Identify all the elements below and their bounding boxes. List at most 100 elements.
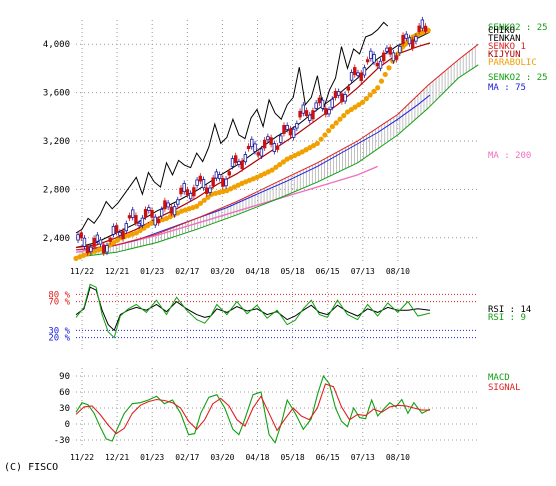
candle-body (221, 177, 225, 187)
legend-kijyun: KIJYUN (488, 50, 521, 60)
parabolic-dot (277, 161, 283, 168)
legend-senko1: SENKO 1 (488, 42, 526, 52)
candle-body (333, 90, 338, 99)
price-tick-label: 3,200 (43, 137, 70, 147)
parabolic-dot (145, 223, 151, 229)
candle-body (140, 217, 145, 226)
parabolic-dot (333, 120, 339, 126)
candle-body (398, 45, 402, 54)
candle-body (76, 234, 80, 241)
candle-body (288, 128, 293, 136)
candle-body (404, 33, 408, 39)
series-line-rsi14 (75, 286, 431, 332)
candle-body (253, 143, 257, 152)
candle-body (102, 244, 106, 254)
macd-tick-label: 30 (59, 404, 70, 414)
candle-body (192, 187, 196, 197)
candle-body (153, 216, 157, 226)
candle-body (324, 108, 328, 115)
legend-parabolic: PARABOLIC (488, 58, 537, 68)
parabolic-dot (133, 230, 139, 236)
price-tick-label: 2,800 (43, 185, 70, 195)
candle-body (365, 59, 370, 63)
candle-body (85, 246, 90, 254)
candle-body (188, 193, 193, 200)
price-tick-label: 2,400 (43, 234, 70, 244)
candle-body (217, 174, 222, 179)
series-line-senko1 (75, 43, 479, 251)
candle-body (298, 110, 302, 118)
parabolic-dot (310, 142, 317, 149)
legend-tenkan: TENKAN (488, 34, 521, 44)
candle-body (343, 94, 347, 102)
candle-body (359, 72, 363, 81)
candle-body (92, 237, 96, 247)
x-tick-label: 11/22 (70, 267, 94, 276)
candle-body (150, 209, 154, 218)
parabolic-dot (111, 240, 117, 246)
candle-body (262, 139, 267, 149)
candle-body (205, 187, 209, 195)
parabolic-dot (386, 65, 392, 71)
candle-body (295, 123, 299, 129)
series-line-rsi9 (75, 283, 431, 339)
legend-ma200: MA : 200 (488, 151, 531, 161)
candle-body (285, 125, 289, 130)
candle-body (269, 137, 273, 145)
parabolic-dot (378, 78, 385, 84)
x-tick-label: 04/18 (245, 453, 269, 462)
x-tick-label: 02/17 (175, 267, 199, 276)
candle-body (143, 209, 148, 218)
candle-body (214, 171, 219, 179)
legend-senko2_top: SENKO2 : 25 (488, 23, 548, 33)
x-tick-label: 01/23 (140, 453, 164, 462)
candle-body (246, 145, 251, 150)
candle-body (275, 145, 280, 150)
rsi-tick-label: 20 % (48, 334, 70, 344)
candle-body (304, 110, 309, 116)
candle-body (291, 128, 296, 138)
series-line-macd (75, 374, 431, 444)
parabolic-dot (318, 136, 324, 142)
parabolic-dot (352, 104, 358, 110)
candle-body (121, 230, 125, 240)
candle-body (227, 171, 231, 176)
candle-body (407, 37, 412, 45)
candle-body (176, 199, 180, 205)
legend-chiko: CHIKO (488, 26, 515, 36)
parabolic-dot (114, 237, 121, 243)
legend-ma75: MA : 75 (488, 83, 526, 93)
parabolic-dot (303, 147, 309, 153)
candle-body (353, 67, 357, 75)
parabolic-dot (314, 140, 320, 147)
candle-body (79, 232, 83, 239)
candle-body (414, 36, 418, 42)
candle-body (195, 179, 199, 186)
candle-body (118, 231, 122, 236)
x-tick-label: 04/18 (245, 267, 269, 276)
candle-body (111, 226, 116, 235)
candle-body (211, 177, 215, 187)
candle-body (375, 62, 380, 67)
rsi-tick-label: 30 % (48, 326, 70, 336)
candle-body (243, 154, 248, 163)
x-tick-label: 02/17 (175, 453, 199, 462)
candle-body (378, 60, 383, 69)
candle-body (314, 102, 318, 109)
candle-body (114, 225, 119, 233)
x-tick-label: 01/23 (140, 267, 164, 276)
candle-body (159, 209, 164, 217)
candle-body (201, 179, 206, 189)
x-tick-label: 08/10 (386, 453, 410, 462)
candle-body (182, 183, 186, 193)
candle-body (423, 25, 428, 32)
parabolic-dot (337, 116, 343, 122)
parabolic-dot (341, 112, 347, 119)
parabolic-dot (356, 102, 362, 108)
candle-body (401, 34, 405, 44)
price-tick-label: 4,000 (43, 40, 70, 50)
parabolic-dot (299, 149, 305, 155)
x-tick-label: 03/20 (210, 267, 234, 276)
x-tick-label: 07/13 (351, 267, 375, 276)
